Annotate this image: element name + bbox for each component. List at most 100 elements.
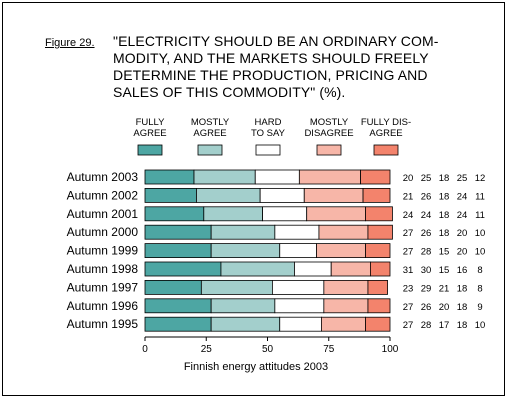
bar-segment-mostly-disagree bbox=[303, 187, 364, 203]
bar-segment-mostly-agree bbox=[220, 261, 295, 277]
legend-label: MOSTLY bbox=[191, 117, 230, 128]
bar-segment-hard-to-say bbox=[254, 169, 300, 185]
value-label: 28 bbox=[421, 247, 432, 258]
x-axis-label: Finnish energy attitudes 2003 bbox=[184, 361, 328, 373]
value-label: 31 bbox=[403, 265, 414, 276]
x-tick-label: 100 bbox=[382, 344, 399, 355]
value-label: 21 bbox=[403, 191, 414, 202]
value-label: 17 bbox=[439, 320, 450, 331]
value-label: 10 bbox=[475, 320, 486, 331]
value-label: 20 bbox=[457, 228, 468, 239]
bar-segment-mostly-agree bbox=[210, 224, 276, 240]
value-label: 26 bbox=[421, 191, 432, 202]
value-label: 28 bbox=[421, 320, 432, 331]
bars: Autumn 2003 20 25 18 25 12 Autumn 2002 21 26 18 24… bbox=[67, 169, 486, 332]
bar-segment-mostly-disagree bbox=[330, 261, 371, 277]
bar-segment-fully-disagree bbox=[367, 298, 391, 314]
value-label: 26 bbox=[421, 302, 432, 313]
value-label: 18 bbox=[457, 302, 468, 313]
value-label: 25 bbox=[457, 173, 468, 184]
bar-segment-fully-agree bbox=[144, 224, 212, 240]
bar-segment-hard-to-say bbox=[271, 279, 325, 295]
row-label: Autumn 1995 bbox=[67, 317, 139, 331]
bar-segment-mostly-disagree bbox=[323, 298, 369, 314]
bar-segment-fully-disagree bbox=[367, 279, 388, 295]
legend-label: AGREE bbox=[369, 128, 402, 139]
bar-segment-fully-agree bbox=[144, 279, 202, 295]
bar-segment-mostly-disagree bbox=[298, 169, 362, 185]
value-label: 20 bbox=[457, 247, 468, 258]
bar-segment-fully-disagree bbox=[360, 169, 391, 185]
value-label: 18 bbox=[457, 320, 468, 331]
legend-label: TO SAY bbox=[251, 128, 286, 139]
value-label: 27 bbox=[403, 247, 414, 258]
bar-segment-fully-disagree bbox=[365, 316, 391, 332]
bar-segment-mostly-agree bbox=[196, 187, 261, 203]
value-label: 11 bbox=[475, 210, 485, 221]
x-tick-label: 0 bbox=[142, 344, 148, 355]
row-label: Autumn 1998 bbox=[67, 262, 139, 276]
bar-segment-fully-agree bbox=[144, 169, 195, 185]
value-label: 11 bbox=[475, 191, 485, 202]
x-tick-label: 50 bbox=[262, 344, 274, 355]
value-label: 26 bbox=[421, 228, 432, 239]
figure-frame bbox=[2, 2, 505, 396]
figure-number: Figure 29. bbox=[45, 37, 95, 49]
bar-segment-mostly-agree bbox=[200, 279, 273, 295]
value-label: 18 bbox=[439, 173, 450, 184]
bar-segment-mostly-disagree bbox=[306, 206, 366, 222]
bar-segment-hard-to-say bbox=[279, 243, 317, 259]
value-label: 18 bbox=[439, 191, 450, 202]
value-label: 27 bbox=[403, 320, 414, 331]
bar-segment-fully-agree bbox=[144, 206, 205, 222]
value-label: 16 bbox=[457, 265, 468, 276]
value-label: 9 bbox=[477, 302, 482, 313]
bar-segment-hard-to-say bbox=[274, 224, 320, 240]
value-label: 8 bbox=[477, 265, 482, 276]
value-label: 24 bbox=[403, 210, 414, 221]
value-label: 27 bbox=[403, 302, 414, 313]
value-label: 21 bbox=[439, 283, 450, 294]
value-label: 25 bbox=[421, 173, 432, 184]
bar-segment-fully-agree bbox=[144, 187, 197, 203]
legend-label: AGREE bbox=[133, 128, 166, 139]
bar-segment-fully-disagree bbox=[362, 187, 391, 203]
legend-label: DISAGREE bbox=[304, 128, 353, 139]
bar-segment-hard-to-say bbox=[274, 298, 325, 314]
legend-label: MOSTLY bbox=[310, 117, 349, 128]
value-label: 29 bbox=[421, 283, 432, 294]
figure-title: "ELECTRICITY SHOULD BE AN ORDINARY COM- … bbox=[113, 33, 439, 100]
legend-label: FULLY DIS- bbox=[361, 117, 411, 128]
legend-swatch-hard-to-say bbox=[255, 144, 281, 156]
legend-label: HARD bbox=[255, 117, 282, 128]
x-axis: 0 25 50 75 100 bbox=[142, 336, 399, 355]
bar-segment-mostly-disagree bbox=[316, 243, 366, 259]
legend-swatch-mostly-agree bbox=[197, 144, 223, 156]
value-label: 30 bbox=[421, 265, 432, 276]
x-tick-label: 75 bbox=[323, 344, 335, 355]
bar-segment-fully-disagree bbox=[365, 206, 393, 222]
value-label: 15 bbox=[439, 247, 450, 258]
bar-segment-hard-to-say bbox=[262, 206, 308, 222]
bar-segment-mostly-agree bbox=[210, 243, 281, 259]
value-label: 27 bbox=[403, 228, 414, 239]
legend-label: FULLY bbox=[136, 117, 166, 128]
row-label: Autumn 1996 bbox=[67, 299, 139, 313]
row-label: Autumn 1999 bbox=[67, 244, 139, 258]
bar-segment-mostly-disagree bbox=[318, 224, 369, 240]
bar-segment-mostly-agree bbox=[210, 298, 276, 314]
value-label: 10 bbox=[475, 247, 486, 258]
legend-swatch-mostly-disagree bbox=[316, 144, 342, 156]
value-label: 18 bbox=[439, 228, 450, 239]
bar-segment-fully-disagree bbox=[367, 224, 393, 240]
bar-segment-fully-agree bbox=[144, 243, 212, 259]
row-label: Autumn 2000 bbox=[67, 225, 139, 239]
bar-segment-mostly-agree bbox=[210, 316, 281, 332]
row-label: Autumn 1997 bbox=[67, 280, 139, 294]
bar-segment-hard-to-say bbox=[259, 187, 305, 203]
bar-segment-fully-agree bbox=[144, 316, 212, 332]
x-tick-label: 25 bbox=[201, 344, 213, 355]
value-label: 10 bbox=[475, 228, 486, 239]
